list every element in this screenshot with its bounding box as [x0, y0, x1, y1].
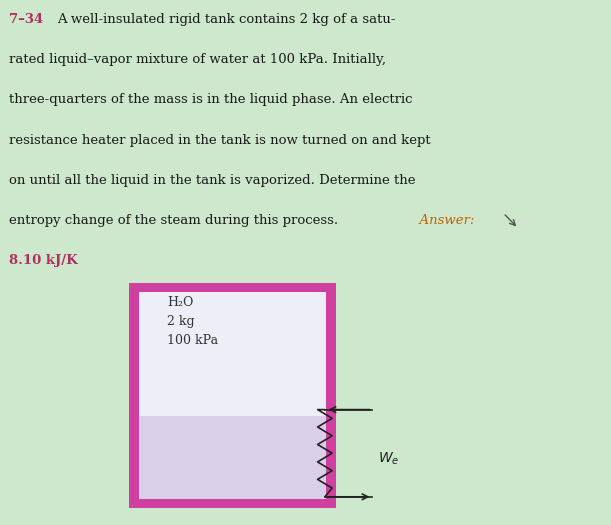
Text: resistance heater placed in the tank is now turned on and kept: resistance heater placed in the tank is …: [9, 133, 431, 146]
Text: H₂O
2 kg
100 kPa: H₂O 2 kg 100 kPa: [167, 296, 218, 347]
Text: $W_e$: $W_e$: [378, 450, 400, 467]
Text: rated liquid–vapor mixture of water at 100 kPa. Initially,: rated liquid–vapor mixture of water at 1…: [9, 53, 386, 66]
Text: A well-insulated rigid tank contains 2 kg of a satu-: A well-insulated rigid tank contains 2 k…: [57, 13, 396, 26]
Bar: [129, 284, 336, 508]
Text: three-quarters of the mass is in the liquid phase. An electric: three-quarters of the mass is in the liq…: [9, 93, 413, 106]
Text: 8.10 kJ/K: 8.10 kJ/K: [9, 254, 78, 267]
Text: Answer:: Answer:: [411, 214, 474, 227]
Text: entropy change of the steam during this process.: entropy change of the steam during this …: [9, 214, 338, 227]
Text: on until all the liquid in the tank is vaporized. Determine the: on until all the liquid in the tank is v…: [9, 174, 416, 187]
Text: 7–34: 7–34: [9, 13, 43, 26]
Bar: [139, 416, 326, 499]
Bar: [139, 292, 326, 499]
